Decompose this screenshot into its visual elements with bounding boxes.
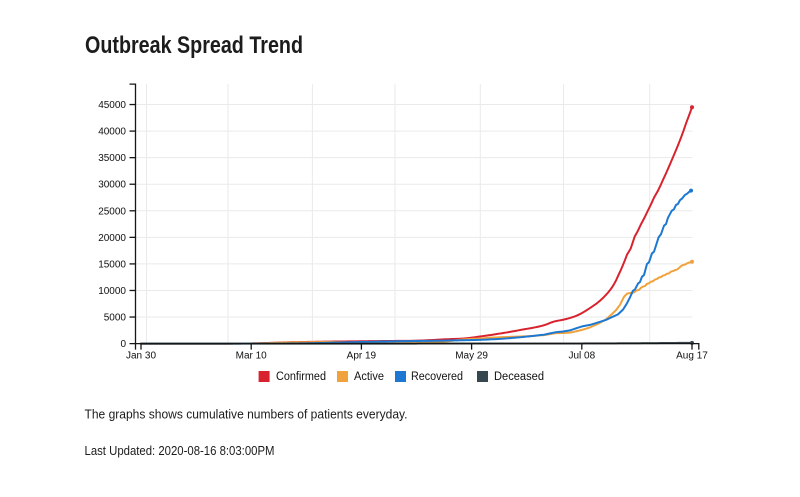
svg-text:Aug 17: Aug 17 bbox=[676, 351, 708, 362]
svg-text:10000: 10000 bbox=[98, 286, 126, 297]
svg-text:Mar 10: Mar 10 bbox=[236, 351, 268, 362]
svg-text:Jan 30: Jan 30 bbox=[126, 351, 156, 362]
svg-text:Confirmed: Confirmed bbox=[276, 371, 326, 383]
svg-text:15000: 15000 bbox=[98, 259, 126, 270]
svg-text:Active: Active bbox=[354, 371, 384, 383]
svg-text:30000: 30000 bbox=[98, 180, 126, 191]
svg-text:Deceased: Deceased bbox=[494, 371, 544, 383]
svg-text:40000: 40000 bbox=[98, 127, 126, 138]
svg-text:May 29: May 29 bbox=[455, 351, 488, 362]
svg-text:Apr 19: Apr 19 bbox=[347, 351, 377, 362]
svg-text:0: 0 bbox=[120, 339, 126, 350]
svg-text:20000: 20000 bbox=[98, 233, 126, 244]
svg-text:The graphs shows cumulative nu: The graphs shows cumulative numbers of p… bbox=[85, 407, 408, 422]
svg-text:45000: 45000 bbox=[98, 100, 126, 111]
svg-text:Outbreak Spread Trend: Outbreak Spread Trend bbox=[85, 32, 303, 59]
svg-text:35000: 35000 bbox=[98, 153, 126, 164]
svg-text:25000: 25000 bbox=[98, 206, 126, 217]
svg-text:Recovered: Recovered bbox=[411, 371, 463, 383]
svg-text:Last Updated: 2020-08-16 8:03:: Last Updated: 2020-08-16 8:03:00PM bbox=[85, 443, 275, 458]
svg-text:Jul 08: Jul 08 bbox=[568, 351, 595, 362]
svg-text:5000: 5000 bbox=[104, 313, 127, 324]
